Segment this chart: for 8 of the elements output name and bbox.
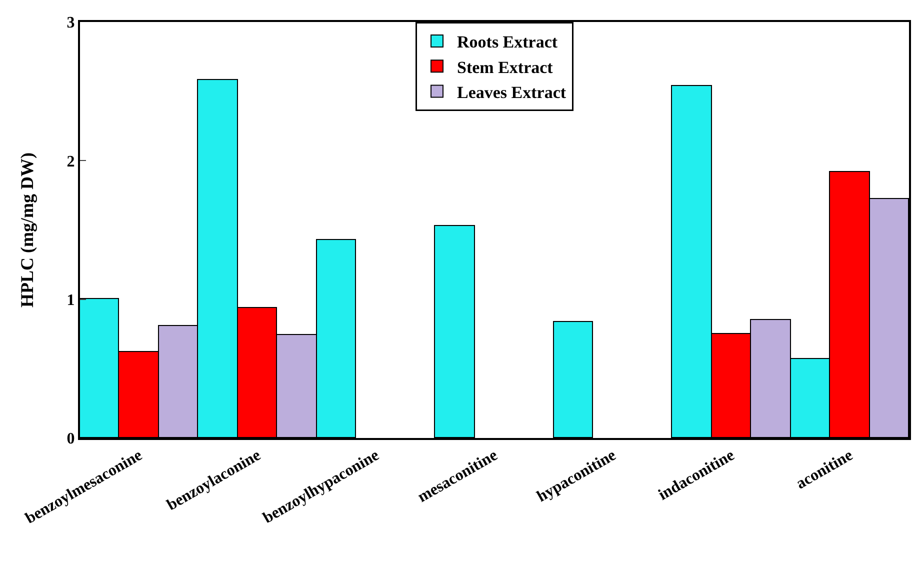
legend-label: Leaves Extract <box>457 82 566 102</box>
legend-label: Stem Extract <box>457 58 554 77</box>
y-tick-label: 3 <box>66 14 75 32</box>
y-tick-label: 0 <box>66 430 75 448</box>
legend-label: Roots Extract <box>457 32 558 52</box>
y-tick-label: 1 <box>66 292 75 309</box>
y-tick-label: 2 <box>66 153 75 170</box>
y-axis-title: HPLC (mg/mg DW) <box>17 152 37 308</box>
